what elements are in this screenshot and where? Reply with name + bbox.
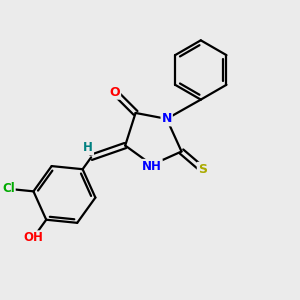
Text: S: S [198,163,207,176]
Text: H: H [83,141,93,154]
Text: NH: NH [142,160,162,173]
Text: N: N [161,112,172,125]
Text: Cl: Cl [2,182,15,195]
Text: O: O [110,86,120,99]
Text: OH: OH [23,231,43,244]
